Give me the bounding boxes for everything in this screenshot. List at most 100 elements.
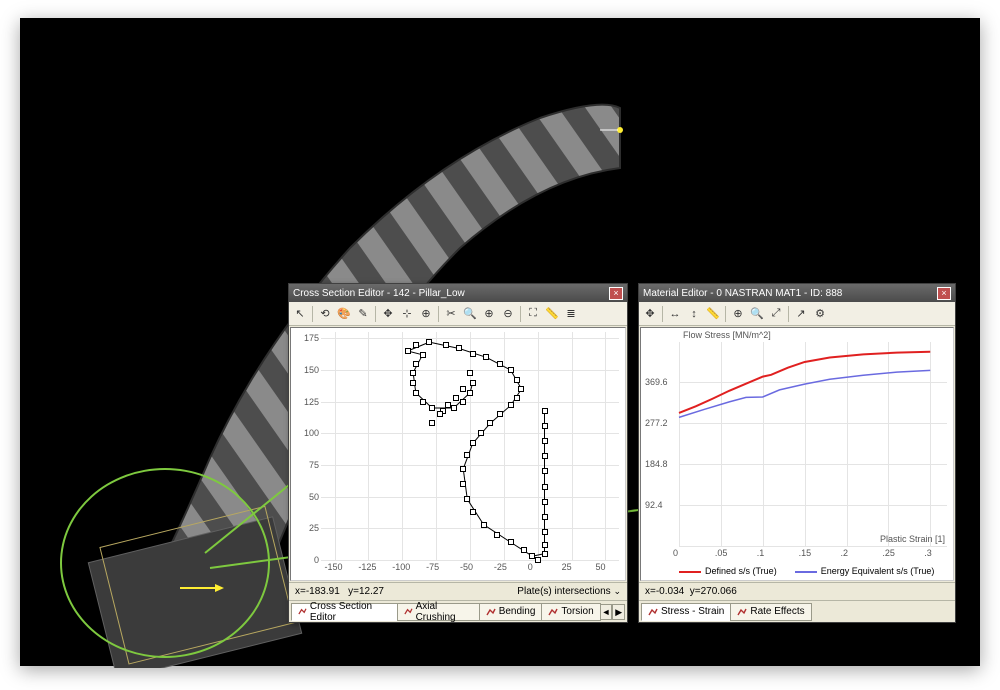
cross-section-title: Cross Section Editor - 142 - Pillar_Low: [293, 288, 465, 299]
rotate-view-icon[interactable]: ⟲: [316, 305, 334, 323]
cross-section-node[interactable]: [521, 547, 527, 553]
cross-section-node[interactable]: [508, 539, 514, 545]
cross-section-node[interactable]: [460, 466, 466, 472]
cross-section-node[interactable]: [437, 411, 443, 417]
cross-section-node[interactable]: [445, 402, 451, 408]
cross-section-node[interactable]: [464, 496, 470, 502]
cross-section-node[interactable]: [470, 351, 476, 357]
cross-section-node[interactable]: [464, 452, 470, 458]
tab-cross-section-editor[interactable]: Cross Section Editor: [291, 603, 398, 621]
stretch-v-icon[interactable]: ↕: [685, 305, 703, 323]
magnify-icon[interactable]: 🔍: [461, 305, 479, 323]
zoom-plus-icon[interactable]: ⊕: [480, 305, 498, 323]
viewport-frame: Cross Section Editor - 142 - Pillar_Low …: [20, 18, 980, 666]
cross-section-node[interactable]: [542, 514, 548, 520]
cross-section-node[interactable]: [460, 386, 466, 392]
zoom-wide-icon[interactable]: ⤢: [767, 305, 785, 323]
cross-section-node[interactable]: [410, 370, 416, 376]
cross-section-node[interactable]: [481, 522, 487, 528]
snap2-icon[interactable]: ⊕: [417, 305, 435, 323]
cross-section-node[interactable]: [542, 484, 548, 490]
magnify-icon[interactable]: 🔍: [748, 305, 766, 323]
settings-icon[interactable]: ⚙: [811, 305, 829, 323]
cross-section-node[interactable]: [413, 390, 419, 396]
cross-section-node[interactable]: [487, 420, 493, 426]
cross-section-node[interactable]: [542, 499, 548, 505]
cross-section-node[interactable]: [542, 408, 548, 414]
cross-section-node[interactable]: [426, 339, 432, 345]
cross-section-plot[interactable]: -150-125-100-75-50-250255002550751001251…: [290, 327, 626, 581]
pan-cross-icon[interactable]: ✥: [379, 305, 397, 323]
cross-section-node[interactable]: [410, 380, 416, 386]
pan-cross-icon[interactable]: ✥: [641, 305, 659, 323]
cross-section-node[interactable]: [429, 420, 435, 426]
tab-rate-effects[interactable]: Rate Effects: [730, 603, 811, 621]
cross-section-node[interactable]: [451, 405, 457, 411]
close-icon[interactable]: ×: [609, 287, 623, 300]
tab-scroll-button[interactable]: ▶: [612, 604, 625, 620]
highlight-circle: [60, 468, 270, 658]
cross-section-node[interactable]: [497, 361, 503, 367]
cross-section-node[interactable]: [497, 411, 503, 417]
cross-section-titlebar[interactable]: Cross Section Editor - 142 - Pillar_Low …: [289, 284, 627, 302]
cross-section-node[interactable]: [508, 402, 514, 408]
cross-section-node[interactable]: [535, 557, 541, 563]
cross-section-node[interactable]: [518, 386, 524, 392]
cross-section-node[interactable]: [405, 348, 411, 354]
cross-section-node[interactable]: [542, 542, 548, 548]
cross-section-node[interactable]: [478, 430, 484, 436]
material-titlebar[interactable]: Material Editor - 0 NASTRAN MAT1 - ID: 8…: [639, 284, 955, 302]
cross-section-node[interactable]: [413, 361, 419, 367]
cross-section-node[interactable]: [470, 509, 476, 515]
cross-section-node[interactable]: [514, 395, 520, 401]
cross-section-node[interactable]: [470, 440, 476, 446]
trend-icon[interactable]: ↗: [792, 305, 810, 323]
cross-section-node[interactable]: [420, 352, 426, 358]
cross-section-node[interactable]: [453, 395, 459, 401]
zoom-minus-icon[interactable]: ⊖: [499, 305, 517, 323]
cross-section-node[interactable]: [508, 367, 514, 373]
select-arrow-icon[interactable]: ↖: [291, 305, 309, 323]
material-chart[interactable]: 0.05.1.15.2.25.392.4184.8277.2369.6Flow …: [640, 327, 954, 581]
tab-axial-crushing[interactable]: Axial Crushing: [397, 603, 480, 621]
cross-section-node[interactable]: [542, 423, 548, 429]
cross-section-tabbar: Cross Section EditorAxial CrushingBendin…: [289, 600, 627, 622]
stretch-h-icon[interactable]: ↔: [666, 305, 684, 323]
cross-section-node[interactable]: [470, 380, 476, 386]
trim-icon[interactable]: ✂: [442, 305, 460, 323]
cross-section-node[interactable]: [542, 438, 548, 444]
chart-legend: Defined s/s (True)Energy Equivalent s/s …: [679, 566, 934, 576]
snap-icon[interactable]: ⊹: [398, 305, 416, 323]
cross-section-node[interactable]: [460, 481, 466, 487]
cross-section-node[interactable]: [542, 453, 548, 459]
cross-section-node[interactable]: [429, 405, 435, 411]
tab-stress-strain[interactable]: Stress - Strain: [641, 603, 731, 621]
cross-section-node[interactable]: [483, 354, 489, 360]
cross-section-node[interactable]: [494, 532, 500, 538]
ruler-icon[interactable]: 📏: [704, 305, 722, 323]
cross-section-node[interactable]: [542, 551, 548, 557]
close-icon[interactable]: ×: [937, 287, 951, 300]
cross-section-node[interactable]: [542, 529, 548, 535]
cross-section-node[interactable]: [467, 390, 473, 396]
cross-section-node[interactable]: [467, 370, 473, 376]
cross-section-node[interactable]: [514, 377, 520, 383]
fit-icon[interactable]: ⛶: [524, 305, 542, 323]
tab-bending[interactable]: Bending: [479, 603, 543, 621]
tab-scroll-button[interactable]: ◄: [600, 604, 613, 620]
cross-section-node[interactable]: [456, 345, 462, 351]
ruler-icon[interactable]: 📏: [543, 305, 561, 323]
cross-section-node[interactable]: [420, 399, 426, 405]
cross-section-node[interactable]: [460, 399, 466, 405]
puzzle-icon[interactable]: ≣: [562, 305, 580, 323]
cross-section-node[interactable]: [413, 342, 419, 348]
palette-icon[interactable]: 🎨: [335, 305, 353, 323]
pencil-icon[interactable]: ✎: [354, 305, 372, 323]
cross-section-toolbar: ↖⟲🎨✎✥⊹⊕✂🔍⊕⊖⛶📏≣: [289, 302, 627, 326]
cross-section-node[interactable]: [542, 468, 548, 474]
cross-section-node[interactable]: [443, 342, 449, 348]
status-intersections: Plate(s) intersections: [517, 586, 610, 597]
tab-torsion[interactable]: Torsion: [541, 603, 600, 621]
zoom-plus-icon[interactable]: ⊕: [729, 305, 747, 323]
material-tabbar: Stress - StrainRate Effects: [639, 600, 955, 622]
